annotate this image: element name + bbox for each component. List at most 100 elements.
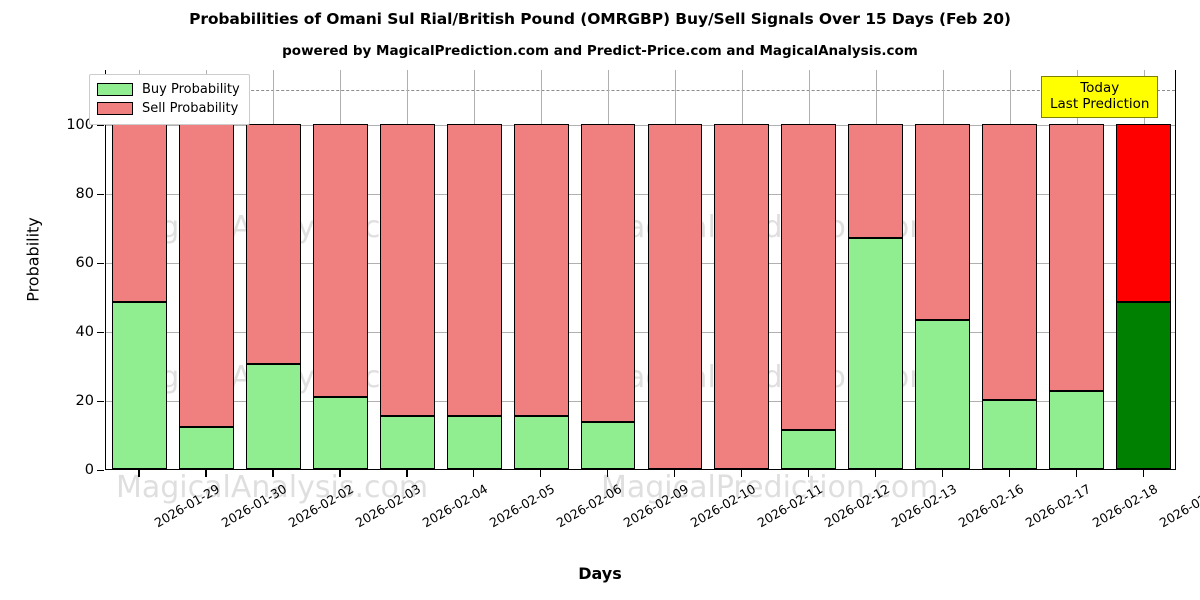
x-tick-label: 2026-01-30 <box>219 481 290 531</box>
bar-group[interactable] <box>178 69 234 469</box>
bar-group[interactable] <box>112 69 167 469</box>
x-tick-label: 2026-01-29 <box>152 481 223 531</box>
legend-label: Buy Probability <box>142 82 240 97</box>
x-tick-mark <box>673 470 676 477</box>
y-tick-label: 60 <box>75 254 94 271</box>
bar-group[interactable] <box>580 69 636 469</box>
bar-segment-buy[interactable] <box>446 415 502 469</box>
bar-segment-buy[interactable] <box>982 399 1038 469</box>
bar-segment-sell[interactable] <box>312 123 368 397</box>
bar-segment-buy[interactable] <box>379 415 435 469</box>
bar-segment-buy[interactable] <box>112 302 167 469</box>
bar-segment-sell[interactable] <box>245 123 301 365</box>
legend-item[interactable]: Buy Probability <box>97 80 240 99</box>
bar-group[interactable] <box>245 69 301 469</box>
legend-label: Sell Probability <box>142 101 239 116</box>
bar-segment-buy[interactable] <box>312 396 368 469</box>
y-tick-label: 40 <box>75 323 94 340</box>
x-tick-mark <box>807 470 810 477</box>
bar-segment-sell[interactable] <box>379 123 435 416</box>
y-gridline <box>106 124 1175 126</box>
y-tick-mark <box>97 262 104 265</box>
y-tick-mark <box>97 470 104 472</box>
x-tick-mark <box>874 470 877 477</box>
bar-segment-sell[interactable] <box>446 123 502 416</box>
bar-group[interactable] <box>781 69 837 469</box>
bar-group[interactable] <box>982 69 1038 469</box>
legend-swatch-icon <box>97 83 133 96</box>
y-gridline <box>106 331 1175 333</box>
bar-segment-sell[interactable] <box>580 123 636 423</box>
bar-segment-sell[interactable] <box>781 123 837 430</box>
y-tick-label: 20 <box>75 392 94 409</box>
bar-segment-buy[interactable] <box>245 364 301 469</box>
bar-segment-sell[interactable] <box>178 123 234 427</box>
x-tick-label: 2026-02-04 <box>419 481 491 531</box>
y-tick-mark <box>97 193 104 196</box>
today-annotation-line2: Last Prediction <box>1050 96 1150 113</box>
x-tick-mark <box>540 470 542 477</box>
y-tick-label: 0 <box>84 462 94 478</box>
today-annotation: Today Last Prediction <box>1041 76 1159 118</box>
bar-group[interactable] <box>1049 69 1105 469</box>
legend-swatch-icon <box>97 102 133 115</box>
x-tick-label: 2026-02-03 <box>353 481 424 531</box>
x-tick-label: 2026-02-09 <box>620 481 692 531</box>
bar-segment-sell[interactable] <box>848 123 904 238</box>
legend-item[interactable]: Sell Probability <box>97 99 240 118</box>
x-tick-label: 2026-02-16 <box>955 481 1026 531</box>
x-axis-label: Days <box>578 564 622 583</box>
bar-segment-buy[interactable] <box>781 430 837 469</box>
bar-segment-buy[interactable] <box>178 426 234 469</box>
bar-group[interactable] <box>1116 69 1171 469</box>
bar-segment-sell[interactable] <box>513 123 569 416</box>
y-gridline <box>106 400 1175 402</box>
chart-subtitle: powered by MagicalPrediction.com and Pre… <box>282 43 918 59</box>
x-tick-label: 2026-02-10 <box>687 481 759 531</box>
x-tick-mark <box>138 470 140 477</box>
bar-group[interactable] <box>379 69 435 469</box>
plot-inner: MagicalAnalysis.comMagicalPrediction.com… <box>106 69 1175 505</box>
y-axis-label: Probability <box>23 217 43 302</box>
bar-segment-buy[interactable] <box>848 237 904 469</box>
x-tick-label: 2026-02-02 <box>286 481 357 531</box>
bar-segment-sell[interactable] <box>1049 123 1105 392</box>
y-tick-label: 80 <box>75 185 94 202</box>
bar-segment-sell[interactable] <box>982 123 1038 400</box>
x-tick-mark <box>607 470 609 477</box>
x-tick-mark <box>1075 470 1077 477</box>
x-tick-label: 2026-02-12 <box>821 481 892 531</box>
y-gridline <box>106 193 1175 195</box>
bar-group[interactable] <box>647 69 703 469</box>
bar-group[interactable] <box>915 69 971 469</box>
y-tick-mark <box>97 124 104 127</box>
bar-segment-buy[interactable] <box>1049 391 1105 469</box>
bar-group[interactable] <box>848 69 904 469</box>
bar-group[interactable] <box>513 69 569 469</box>
x-tick-mark <box>740 470 743 477</box>
bar-segment-sell[interactable] <box>647 123 703 469</box>
y-tick-label: 100 <box>66 116 94 133</box>
chart-title: Probabilities of Omani Sul Rial/British … <box>189 10 1011 28</box>
bar-segment-buy[interactable] <box>580 422 636 469</box>
x-tick-label: 2026-02-13 <box>888 481 959 531</box>
bar-segment-sell[interactable] <box>1116 123 1171 302</box>
bar-segment-buy[interactable] <box>513 415 569 469</box>
bar-segment-sell[interactable] <box>112 123 167 302</box>
today-annotation-line1: Today <box>1080 80 1120 96</box>
bar-segment-buy[interactable] <box>1116 302 1171 469</box>
x-tick-mark <box>1008 470 1010 477</box>
x-tick-label: 2026-02-11 <box>754 481 826 531</box>
bar-segment-sell[interactable] <box>915 123 971 320</box>
bar-segment-sell[interactable] <box>714 123 770 469</box>
bar-group[interactable] <box>312 69 368 469</box>
x-tick-mark <box>272 470 274 477</box>
plot-area: MagicalAnalysis.comMagicalPrediction.com… <box>105 69 1176 505</box>
chart-legend: Buy Probability Sell Probability <box>89 74 250 125</box>
reference-dashed-line <box>106 90 1175 92</box>
bar-group[interactable] <box>446 69 502 469</box>
x-tick-label: 2026-02-06 <box>553 481 625 531</box>
bar-group[interactable] <box>714 69 770 469</box>
bar-segment-buy[interactable] <box>915 319 971 469</box>
